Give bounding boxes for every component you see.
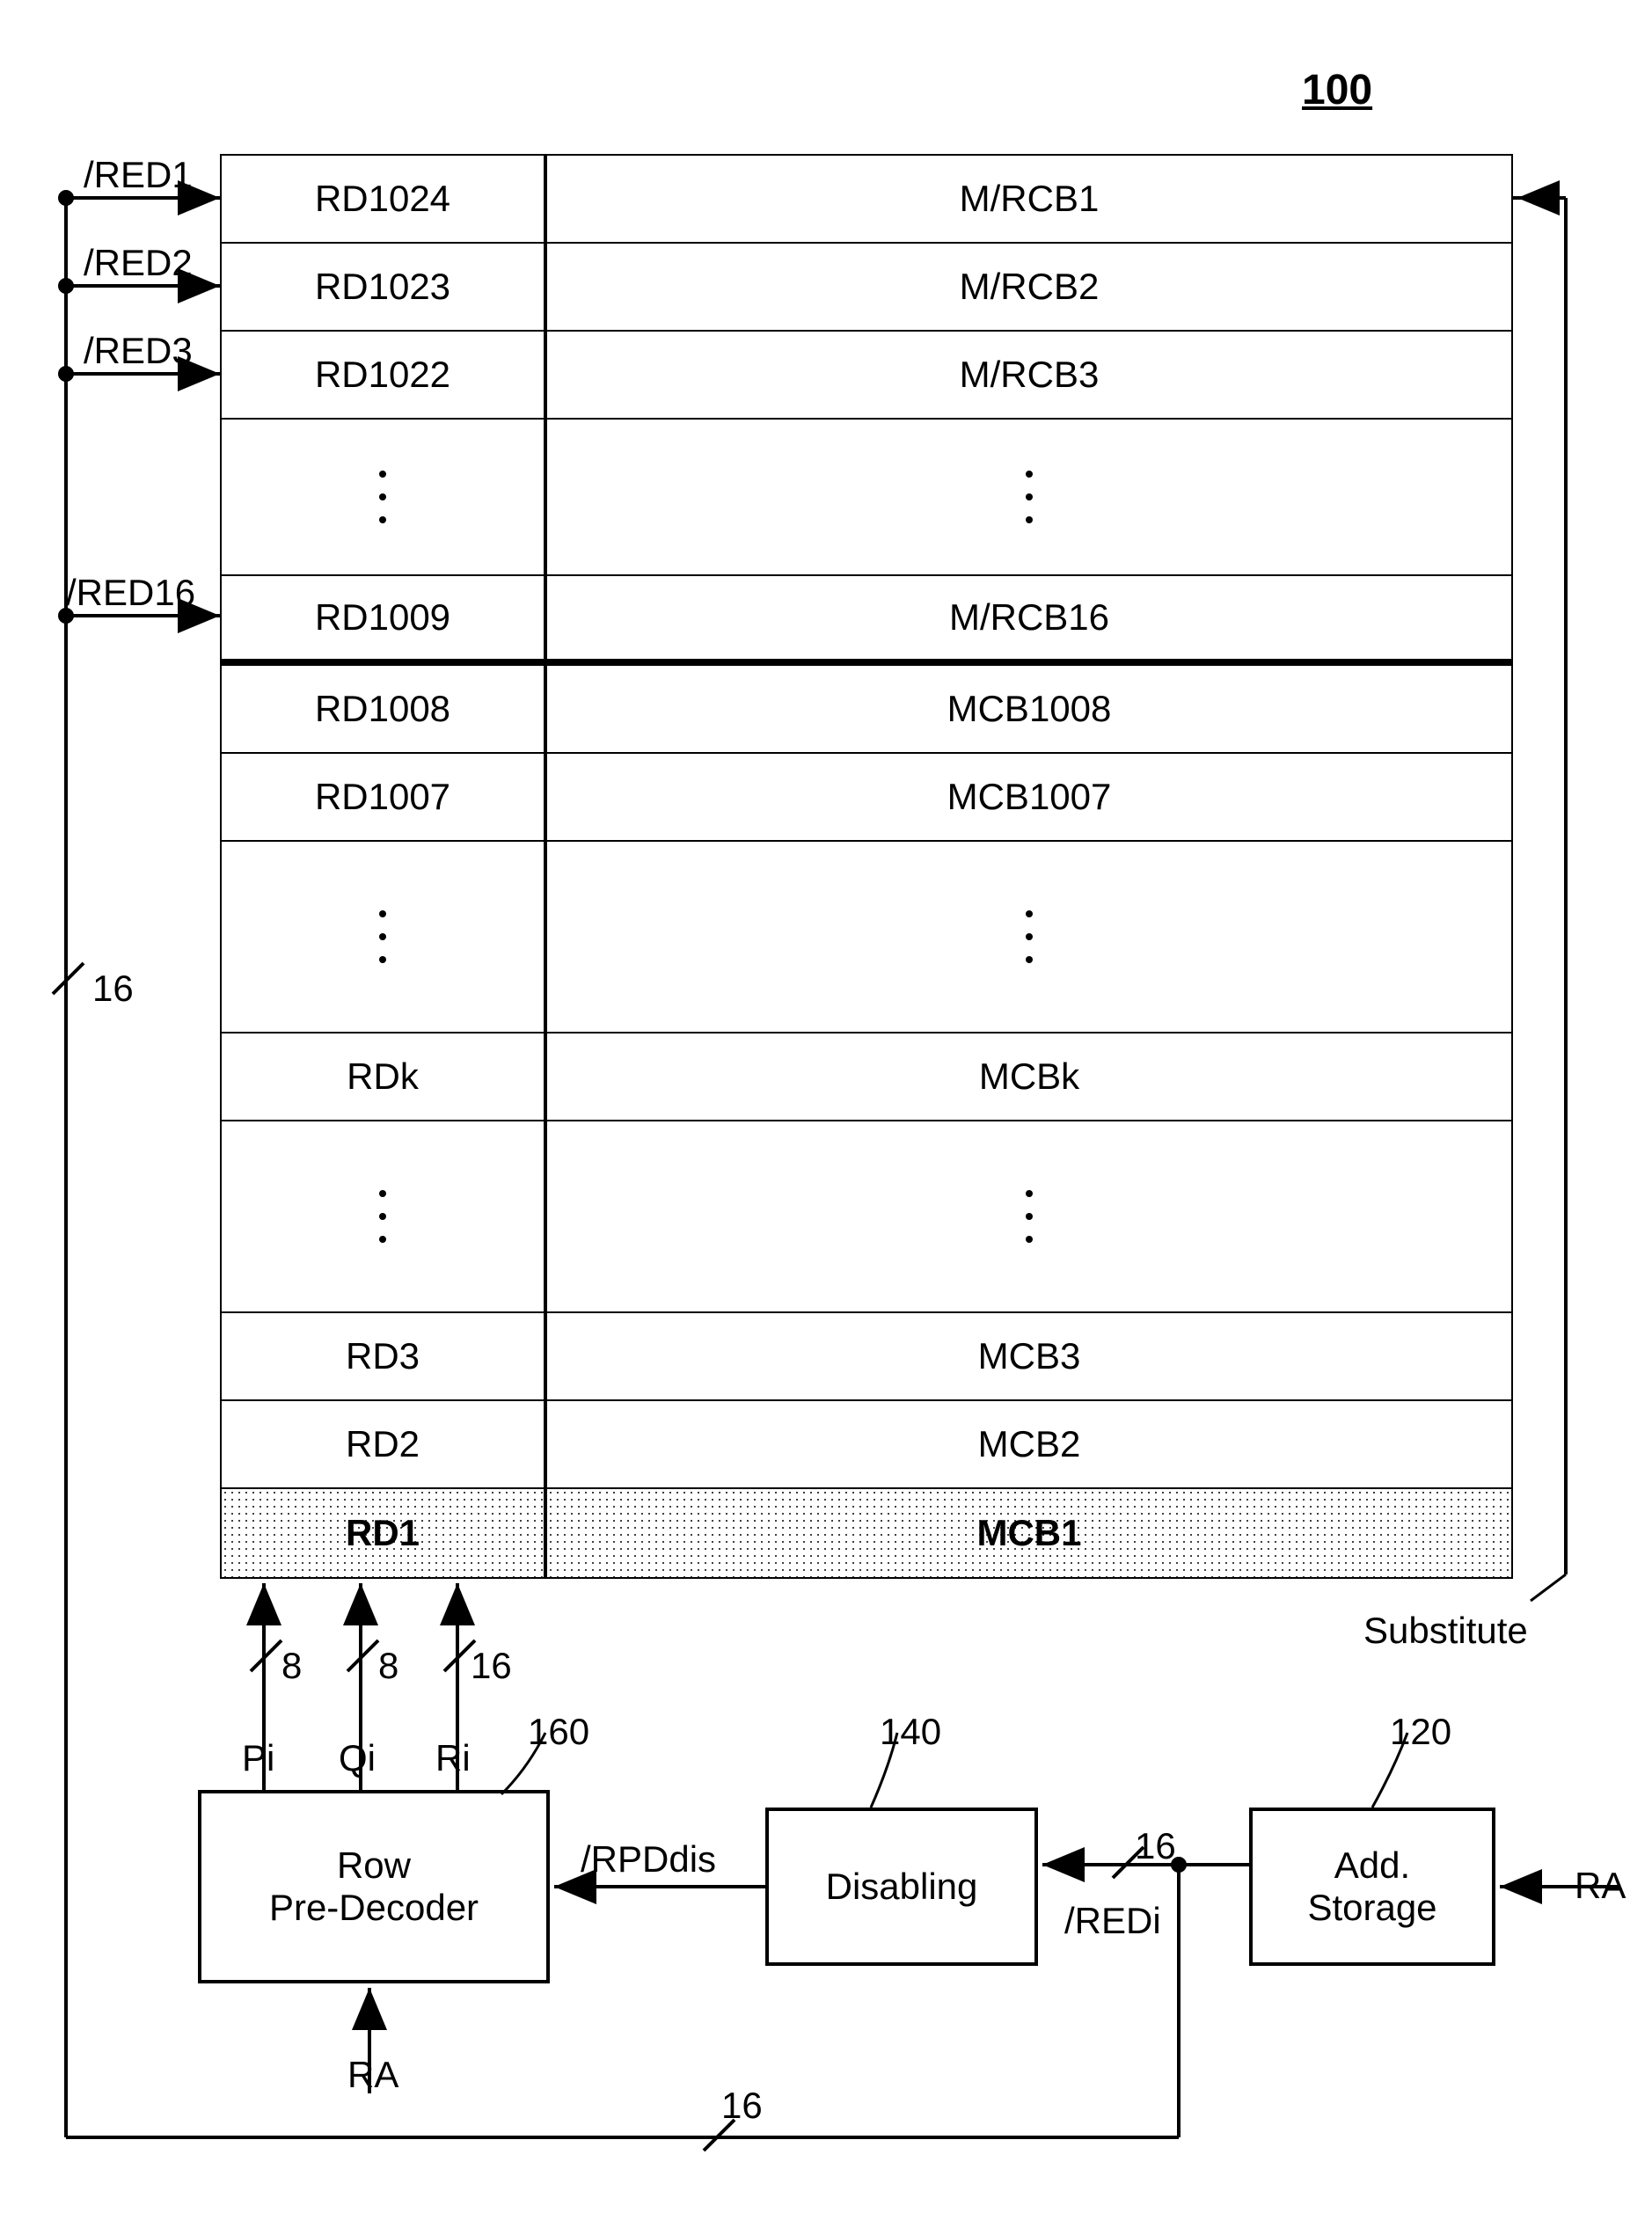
text: RD1007 xyxy=(315,776,450,818)
bus8-p: 8 xyxy=(281,1645,302,1687)
cell-mcb1: MCB1 xyxy=(545,1487,1513,1579)
bus8-q: 8 xyxy=(378,1645,398,1687)
substitute-label: Substitute xyxy=(1363,1610,1528,1652)
red1-label: /RED1 xyxy=(84,154,193,196)
text: RD2 xyxy=(346,1423,420,1465)
vdots-4 xyxy=(1012,875,1047,998)
cell-mrcb2: M/RCB2 xyxy=(545,242,1513,332)
ri-label: Ri xyxy=(435,1737,471,1779)
cell-rd1008: RD1008 xyxy=(220,664,545,754)
text: MCB1008 xyxy=(947,688,1112,730)
text: RD1008 xyxy=(315,688,450,730)
ref-120: 120 xyxy=(1390,1711,1451,1753)
cell-rdk: RDk xyxy=(220,1032,545,1121)
ra-right: RA xyxy=(1575,1865,1626,1907)
text: RD1024 xyxy=(315,178,450,220)
text: RD1009 xyxy=(315,596,450,639)
cell-mcb2: MCB2 xyxy=(545,1399,1513,1489)
text: M/RCB16 xyxy=(949,596,1109,639)
cell-mrcb3: M/RCB3 xyxy=(545,330,1513,420)
text: MCB1 xyxy=(976,1512,1081,1554)
figure-ref: 100 xyxy=(1302,66,1372,114)
cell-rd1007: RD1007 xyxy=(220,752,545,842)
bus16-dis: 16 xyxy=(1135,1825,1176,1867)
cell-mrcb1: M/RCB1 xyxy=(545,154,1513,244)
cell-rd1: RD1 xyxy=(220,1487,545,1579)
cell-rd3: RD3 xyxy=(220,1311,545,1401)
vdots-1 xyxy=(365,440,400,554)
cell-mcbk: MCBk xyxy=(545,1032,1513,1121)
ref-160: 160 xyxy=(528,1711,589,1753)
text: MCBk xyxy=(979,1055,1079,1098)
pi-label: Pi xyxy=(242,1737,274,1779)
bus16-bottom: 16 xyxy=(721,2085,763,2127)
cell-rd1022: RD1022 xyxy=(220,330,545,420)
text: M/RCB3 xyxy=(960,354,1100,396)
cell-mcb3: MCB3 xyxy=(545,1311,1513,1401)
text: RD1 xyxy=(346,1512,420,1554)
add-storage-box: Add. Storage xyxy=(1249,1808,1495,1966)
text: M/RCB2 xyxy=(960,266,1100,308)
red3-label: /RED3 xyxy=(84,330,193,372)
bus16-left: 16 xyxy=(92,968,134,1010)
text: RD1022 xyxy=(315,354,450,396)
text: Row Pre-Decoder xyxy=(269,1844,479,1929)
text: RDk xyxy=(347,1055,419,1098)
diagram-canvas: 100 RD1024 M/RCB1 RD1023 M/RCB2 RD1022 M… xyxy=(0,0,1652,2213)
vdots-5 xyxy=(365,1155,400,1278)
red16-label: /RED16 xyxy=(66,572,195,614)
vdots-3 xyxy=(365,875,400,998)
cell-mrcb16: M/RCB16 xyxy=(545,574,1513,664)
rpddis-label: /RPDdis xyxy=(581,1838,716,1881)
ra-bottom: RA xyxy=(347,2054,398,2096)
text: Add. Storage xyxy=(1307,1844,1436,1929)
cell-rd2: RD2 xyxy=(220,1399,545,1489)
ref-140: 140 xyxy=(880,1711,941,1753)
text: RD1023 xyxy=(315,266,450,308)
text: RD3 xyxy=(346,1335,420,1377)
text: MCB1007 xyxy=(947,776,1112,818)
red2-label: /RED2 xyxy=(84,242,193,284)
disabling-box: Disabling xyxy=(765,1808,1038,1966)
row-predecoder-box: Row Pre-Decoder xyxy=(198,1790,550,1983)
text: Disabling xyxy=(826,1866,978,1908)
text: MCB3 xyxy=(978,1335,1081,1377)
vdots-2 xyxy=(1012,440,1047,554)
cell-mcb1007: MCB1007 xyxy=(545,752,1513,842)
text: MCB2 xyxy=(978,1423,1081,1465)
cell-rd1024: RD1024 xyxy=(220,154,545,244)
bus16-r: 16 xyxy=(471,1645,512,1687)
qi-label: Qi xyxy=(339,1737,376,1779)
cell-rd1023: RD1023 xyxy=(220,242,545,332)
cell-mcb1008: MCB1008 xyxy=(545,664,1513,754)
text: M/RCB1 xyxy=(960,178,1100,220)
cell-rd1009: RD1009 xyxy=(220,574,545,664)
vdots-6 xyxy=(1012,1155,1047,1278)
redi-label: /REDi xyxy=(1064,1900,1161,1942)
